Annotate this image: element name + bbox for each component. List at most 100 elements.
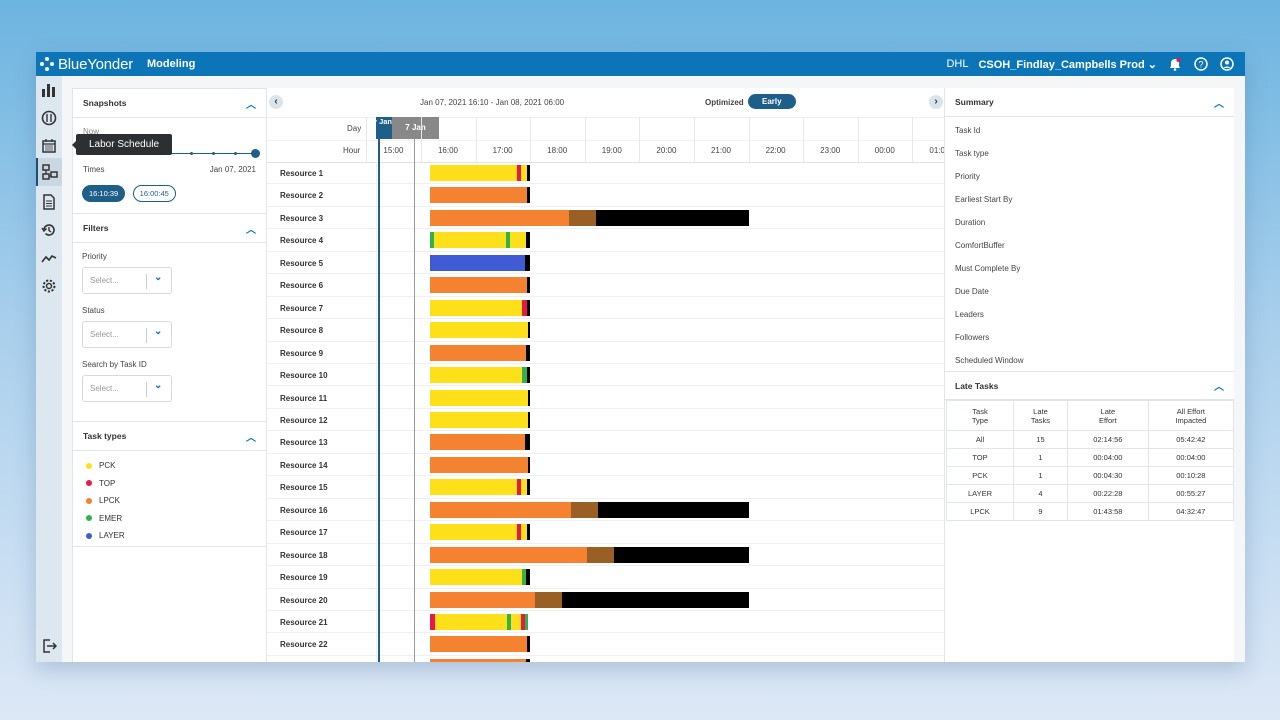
trend-icon[interactable] — [39, 248, 59, 268]
gear-icon[interactable] — [39, 276, 59, 296]
task-bar-late[interactable] — [525, 569, 531, 586]
customer-selector[interactable]: CSOH_Findlay_Campbells Prod ⌄ — [978, 58, 1157, 71]
task-bar-top[interactable] — [521, 614, 525, 630]
collapse-chevron-icon[interactable]: ︿ — [246, 224, 256, 236]
task-bar-pck[interactable] — [430, 569, 522, 586]
calendar-icon[interactable] — [39, 136, 59, 156]
collapse-chevron-icon[interactable]: ︿ — [246, 432, 256, 444]
collapse-chevron-icon[interactable]: ︿ — [246, 99, 256, 111]
table-row[interactable]: LAYER 4 00:22:28 00:55:27 — [946, 484, 1235, 503]
task-bar-emer[interactable] — [506, 614, 512, 630]
task-bar-late[interactable] — [528, 411, 531, 428]
task-bar-top[interactable] — [517, 524, 522, 541]
task-bar-late[interactable] — [528, 322, 531, 339]
utensils-icon[interactable] — [39, 108, 59, 128]
task-bar-lpck[interactable] — [430, 591, 535, 608]
user-icon[interactable] — [1219, 56, 1235, 72]
task-bar-lpck[interactable] — [430, 209, 570, 226]
task-bar-delay[interactable] — [586, 546, 614, 563]
time-chip[interactable]: 16:00:45 — [132, 185, 176, 202]
task-bar-late[interactable] — [528, 389, 531, 406]
task-bar-pck[interactable] — [430, 389, 529, 406]
task-bar-pck[interactable] — [510, 232, 526, 249]
task-bar-late[interactable] — [613, 546, 749, 563]
task-bar-late[interactable] — [528, 456, 531, 473]
task-bar-late[interactable] — [524, 254, 531, 271]
task-bar-pck[interactable] — [511, 614, 522, 630]
task-bar-lpck[interactable] — [430, 546, 587, 563]
task-bar-lpck[interactable] — [430, 456, 529, 473]
bar-chart-icon[interactable] — [39, 80, 59, 100]
mode-toggle[interactable]: Early — [748, 94, 796, 109]
task-bar-late[interactable] — [525, 344, 531, 361]
task-bar-emer[interactable] — [522, 569, 526, 586]
task-bar-top[interactable] — [430, 614, 435, 630]
task-bar-pck[interactable] — [521, 165, 527, 181]
table-row[interactable]: PCK 1 00:04:30 00:10:28 — [946, 466, 1235, 485]
task-bar-late[interactable] — [527, 187, 531, 204]
task-bar-pck[interactable] — [430, 524, 518, 541]
task-bar-top[interactable] — [517, 479, 522, 496]
task-bar-lpck[interactable] — [430, 501, 572, 518]
task-bar-pck[interactable] — [430, 165, 518, 181]
document-icon[interactable] — [39, 192, 59, 212]
previous-button[interactable]: ‹ — [269, 95, 283, 109]
task-bar-emer[interactable] — [430, 232, 434, 249]
task-bar-late[interactable] — [562, 591, 749, 608]
task-bar-delay[interactable] — [534, 591, 563, 608]
logout-icon[interactable] — [39, 636, 59, 656]
task-bar-pck[interactable] — [430, 411, 529, 428]
task-bar-late[interactable] — [527, 636, 531, 653]
task-bar-emer[interactable] — [524, 614, 529, 630]
task-bar-late[interactable] — [526, 165, 531, 181]
task-bar-pck[interactable] — [521, 524, 527, 541]
brand-logo[interactable]: BlueYonder — [40, 56, 133, 73]
task-bar-pck[interactable] — [521, 479, 527, 496]
task-bar-emer[interactable] — [522, 367, 527, 384]
task-bar-late[interactable] — [525, 658, 531, 662]
task-bar-pck[interactable] — [430, 322, 529, 339]
priority-select[interactable]: Select... ⌄ — [82, 267, 172, 294]
task-bar-top[interactable] — [522, 299, 528, 316]
task-bar-emer[interactable] — [505, 232, 511, 249]
task-bar-pck[interactable] — [434, 614, 507, 630]
task-bar-late[interactable] — [526, 524, 531, 541]
history-icon[interactable] — [39, 220, 59, 240]
status-select[interactable]: Select... ⌄ — [82, 321, 172, 348]
task-bar-lpck[interactable] — [430, 658, 526, 662]
table-row[interactable]: All 15 02:14:56 05:42:42 — [946, 430, 1235, 449]
next-button[interactable]: › — [929, 95, 943, 109]
task-bar-delay[interactable] — [571, 501, 598, 518]
task-bar-late[interactable] — [526, 479, 531, 496]
task-bar-late[interactable] — [525, 232, 531, 249]
task-bar-lpck[interactable] — [430, 344, 526, 361]
task-bar-lpck[interactable] — [430, 277, 528, 294]
task-bar-lpck[interactable] — [430, 434, 525, 451]
collapse-chevron-icon[interactable]: ︿ — [1214, 382, 1224, 393]
task-bar-late[interactable] — [527, 299, 531, 316]
collapse-chevron-icon[interactable]: ︿ — [1214, 98, 1224, 110]
bell-icon[interactable] — [1167, 56, 1183, 72]
task-bar-pck[interactable] — [430, 299, 522, 316]
task-bar-late[interactable] — [527, 277, 531, 294]
task-bar-layer[interactable] — [430, 254, 525, 271]
task-bar-pck[interactable] — [433, 232, 506, 249]
task-bar-pck[interactable] — [430, 479, 518, 496]
task-bar-lpck[interactable] — [430, 636, 528, 653]
help-icon[interactable]: ? — [1193, 56, 1209, 72]
task-bar-top[interactable] — [517, 165, 522, 181]
task-bar-late[interactable] — [526, 367, 531, 384]
table-row[interactable]: TOP 1 00:04:00 00:04:00 — [946, 448, 1235, 467]
summary-field: Must Complete By — [955, 264, 1021, 273]
task-id-select[interactable]: Select... ⌄ — [82, 375, 172, 402]
task-bar-pck[interactable] — [430, 367, 522, 384]
task-bar-late[interactable] — [524, 434, 531, 451]
time-chip-selected[interactable]: 16:10:39 — [82, 185, 126, 202]
modeling-icon[interactable] — [36, 158, 62, 186]
task-bar-lpck[interactable] — [430, 187, 528, 204]
slider-handle[interactable] — [251, 149, 260, 158]
table-row[interactable]: LPCK 9 01:43:58 04:32:47 — [946, 502, 1235, 521]
task-bar-late[interactable] — [595, 209, 749, 226]
task-bar-late[interactable] — [597, 501, 749, 518]
task-bar-delay[interactable] — [569, 209, 596, 226]
